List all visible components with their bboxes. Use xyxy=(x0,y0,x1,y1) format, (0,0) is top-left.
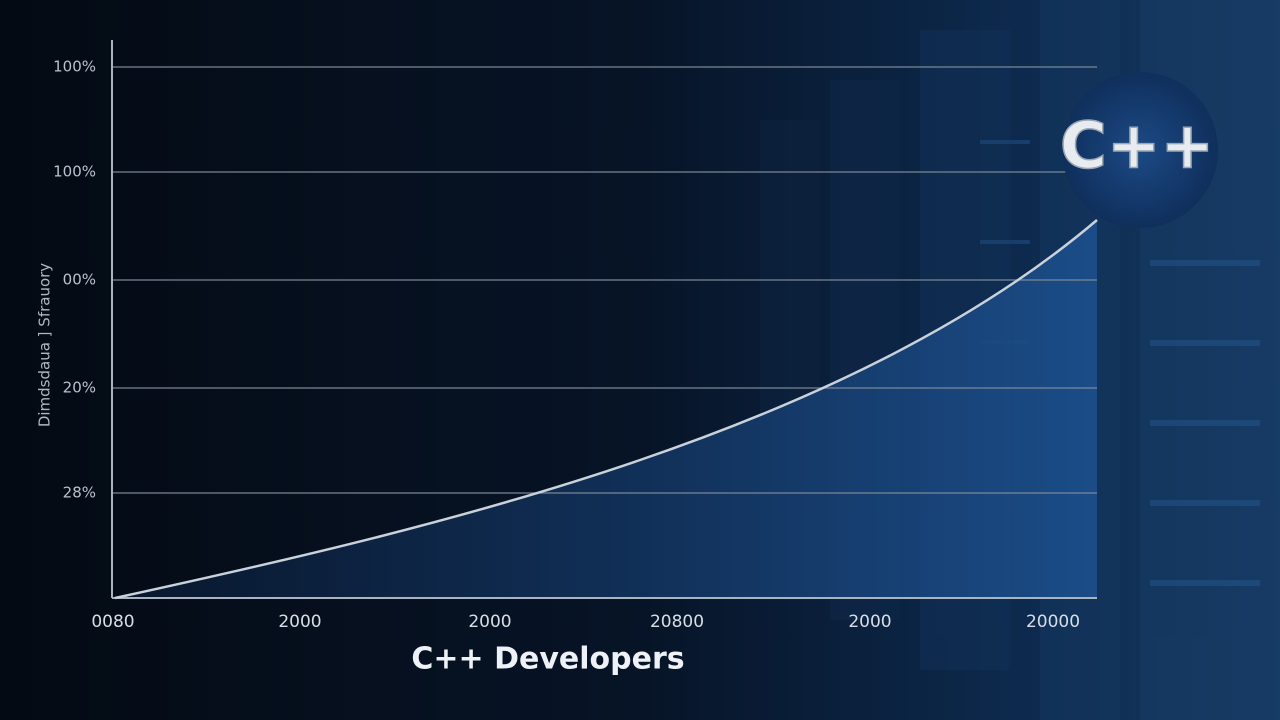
y-tick-label: 20% xyxy=(63,379,96,397)
logo-text: C++ xyxy=(1060,110,1214,184)
y-tick-label: 100% xyxy=(53,58,96,76)
x-tick-label: 2000 xyxy=(848,612,891,632)
x-tick-label: 0080 xyxy=(91,612,134,632)
y-tick-label: 100% xyxy=(53,163,96,181)
x-tick-label: 20800 xyxy=(650,612,704,632)
y-tick-label: 00% xyxy=(63,271,96,289)
x-tick-label: 20000 xyxy=(1026,612,1080,632)
logo-badge xyxy=(1062,72,1218,228)
grid xyxy=(112,66,1097,494)
x-tick-label: 2000 xyxy=(468,612,511,632)
y-tick-label: 28% xyxy=(63,484,96,502)
curve xyxy=(114,219,1098,600)
chart-title: C++ Developers xyxy=(411,642,684,677)
area-fill xyxy=(115,220,1097,598)
x-tick-label: 2000 xyxy=(278,612,321,632)
y-axis-label: Dimdsdaua ] Sfrauory xyxy=(36,263,54,427)
